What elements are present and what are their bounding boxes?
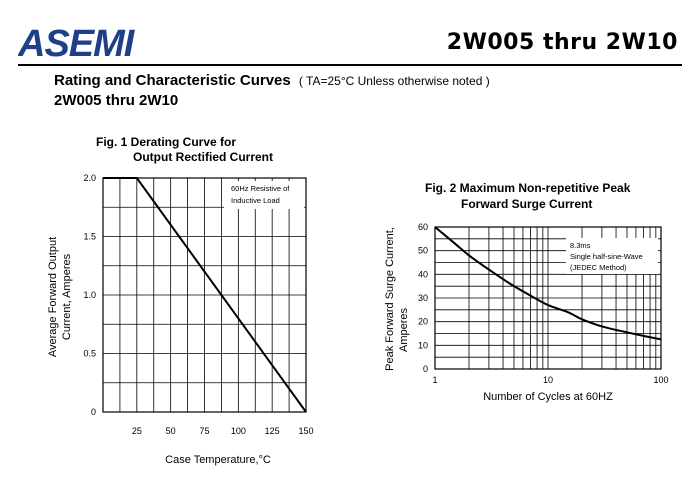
fig1-y-tick-label: 0.5 bbox=[83, 349, 96, 359]
fig2-y-tick-label: 60 bbox=[418, 222, 428, 232]
fig1-x-tick-label: 100 bbox=[231, 426, 246, 436]
fig1-annotation-box bbox=[224, 181, 304, 209]
header-rule bbox=[18, 64, 682, 66]
fig2-y-tick-label: 20 bbox=[418, 317, 428, 327]
fig2-y-axis-label-line1: Peak Forward Surge Current, bbox=[384, 227, 396, 371]
logo-wordmark: ASEMI bbox=[18, 23, 136, 62]
fig1-y-axis-label-line1: Average Forward Output bbox=[47, 237, 59, 357]
asemi-logo: ASEMI bbox=[17, 22, 168, 65]
fig1-y-tick-label: 1.0 bbox=[83, 290, 96, 300]
fig2-y-tick-label: 30 bbox=[418, 293, 428, 303]
fig2-plot-frame bbox=[434, 226, 662, 370]
fig1-x-tick-label: 75 bbox=[199, 426, 209, 436]
fig2-x-axis-label: Number of Cycles at 60HZ bbox=[483, 391, 613, 403]
fig1-title-line2: Output Rectified Current bbox=[133, 150, 273, 164]
fig2-annotation-box bbox=[566, 238, 658, 274]
fig1-y-tick-label: 1.5 bbox=[83, 232, 96, 242]
fig2-y-tick-label: 50 bbox=[418, 246, 428, 256]
fig1-derating-line bbox=[103, 177, 307, 413]
fig1-annotation-line2: Inductive Load bbox=[231, 196, 280, 205]
fig1-x-tick-label: 125 bbox=[265, 426, 280, 436]
section-note: ( TA=25°C Unless otherwise noted ) bbox=[298, 74, 490, 88]
fig2-y-tick-label: 40 bbox=[418, 269, 428, 279]
fig2-annotation-line3: (JEDEC Method) bbox=[570, 263, 627, 272]
fig1-x-axis-label: Case Temperature,°C bbox=[165, 454, 271, 466]
fig1-annotation-line1: 60Hz Resistive of bbox=[231, 184, 290, 193]
fig2-x-tick-label: 1 bbox=[432, 375, 437, 385]
fig1-y-tick-label: 0 bbox=[91, 407, 96, 417]
fig2-annotation-line2: Single half-sine-Wave bbox=[570, 252, 643, 261]
fig1-y-axis-label-line2: Current, Amperes bbox=[61, 253, 73, 340]
fig1-x-tick-label: 25 bbox=[132, 426, 142, 436]
fig1-plot-frame bbox=[102, 177, 307, 413]
fig1-title-line1: Fig. 1 Derating Curve for bbox=[96, 135, 236, 149]
fig1-x-tick-label: 50 bbox=[166, 426, 176, 436]
fig2-y-axis-label-line2: Amperes bbox=[398, 307, 410, 352]
fig2-y-tick-label: 0 bbox=[423, 364, 428, 374]
fig2-annotation-line1: 8.3ms bbox=[570, 241, 591, 250]
fig2-x-tick-label: 10 bbox=[543, 375, 553, 385]
part-range-title: 2W005 thru 2W10 bbox=[446, 30, 678, 55]
fig1-x-tick-label: 150 bbox=[298, 426, 313, 436]
fig2-x-tick-label: 100 bbox=[653, 375, 668, 385]
section-title: Rating and Characteristic Curves bbox=[54, 72, 291, 89]
fig2-title-line1: Fig. 2 Maximum Non-repetitive Peak bbox=[425, 181, 631, 195]
section-subtitle: 2W005 thru 2W10 bbox=[54, 92, 179, 109]
fig2-surge-curve bbox=[434, 226, 662, 341]
fig2-title-line2: Forward Surge Current bbox=[461, 197, 592, 211]
section-heading: Rating and Characteristic Curves ( TA=25… bbox=[54, 72, 490, 89]
fig1-y-tick-label: 2.0 bbox=[83, 173, 96, 183]
fig2-y-tick-label: 10 bbox=[418, 340, 428, 350]
